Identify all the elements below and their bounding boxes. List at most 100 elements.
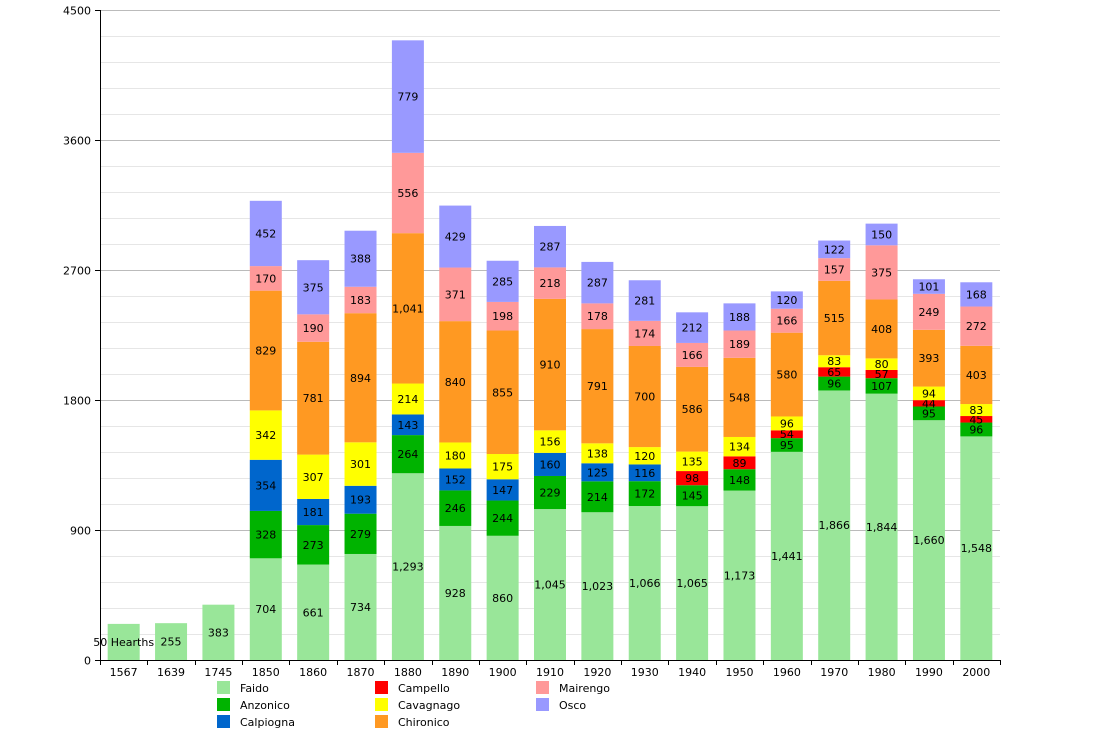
data-label: 44 [922,397,936,410]
x-tick-label: 1950 [725,666,753,679]
bar-segment-anzonico-1850 [249,510,282,559]
legend-swatch [536,681,549,694]
bar-segment-cavagnago-1940 [676,451,709,472]
legend-item-anzonico: Anzonico [217,698,290,712]
bar-stack-1920: 1,023 214 125 138 791 178 287 [581,261,614,660]
data-label: 791 [587,380,608,393]
data-label: 285 [492,275,513,288]
data-label: 403 [966,369,987,382]
x-tick-label: 1910 [536,666,564,679]
bar-segment-anzonico-1900 [486,500,519,536]
data-label: 174 [634,327,655,340]
bar-segment-osco-1990 [912,279,945,294]
x-tick-label: 1920 [583,666,611,679]
data-label: 556 [397,187,418,200]
bar-segment-anzonico-1910 [534,475,566,510]
data-label: 354 [255,479,276,492]
y-tick-label: 900 [70,525,91,538]
legend-item-campello: Campello [375,681,450,695]
data-label: 246 [445,502,466,515]
data-label: 193 [350,494,371,507]
bar-segment-chironico-1900 [486,330,519,455]
data-label: 1,441 [771,550,803,563]
data-label: 157 [824,263,845,276]
bar-segment-anzonico-1930 [628,481,661,507]
bar-segment-chironico-1970 [818,280,851,356]
data-label: 249 [918,306,939,319]
data-label: 287 [540,241,561,254]
data-label: 96 [827,378,841,391]
legend-label: Chironico [398,716,450,729]
bar-stack-1567: 50 Hearths [93,623,154,660]
legend-swatch [217,698,230,711]
y-tick-label: 2700 [63,265,91,278]
bar-segment-faido-1910 [534,509,566,660]
bar-segment-faido-1950 [723,490,756,660]
bar-segment-chironico-1950 [723,357,756,437]
data-label: 229 [540,487,561,500]
bar-segment-cavagnago-2000 [960,404,993,417]
data-label: 150 [871,228,892,241]
bar-segment-chironico-1990 [912,329,945,387]
data-label: 89 [732,457,746,470]
legend-item-cavagnago: Cavagnago [375,698,460,712]
data-label: 586 [682,403,703,416]
bar-segment-mairengo-1930 [628,320,661,346]
bar-segment-cavagnago-1970 [818,355,851,368]
bar-segment-mairengo-1850 [249,266,282,291]
data-label: 135 [682,455,703,468]
data-label: 168 [966,288,987,301]
bar-segment-chironico-1870 [344,313,377,443]
bar-segment-cavagnago-1910 [534,430,566,453]
bar-segment-mairengo-1890 [439,267,472,322]
data-label: 54 [780,428,794,441]
data-label: 178 [587,310,608,323]
legend-item-osco: Osco [536,698,586,712]
data-label: 1,293 [392,561,424,574]
bar-segment-mairengo-1880 [391,152,424,234]
legend-swatch [375,681,388,694]
bar-stack-1930: 1,066 172 116 120 700 174 281 [628,280,661,660]
data-label: 198 [492,310,513,323]
bar-segment-anzonico-1940 [676,485,709,507]
data-label: 45 [969,413,983,426]
data-label: 1,041 [392,302,424,315]
bar-segment-mairengo-1970 [818,258,851,281]
bar-segment-calpiogna-1860 [297,498,330,526]
bar-segment-campello-1950 [723,456,756,470]
bar-segment-chironico-1850 [249,290,282,411]
data-label: 855 [492,386,513,399]
data-label: 375 [303,281,324,294]
x-tick-label: 1990 [915,666,943,679]
data-label: 166 [682,349,703,362]
data-label: 138 [587,447,608,460]
data-label: 894 [350,372,371,385]
data-label: 307 [303,471,324,484]
legend-label: Campello [398,682,450,695]
data-label: 840 [445,376,466,389]
data-label: 181 [303,506,324,519]
data-label: 50 Hearths [93,636,154,649]
bar-segment-calpiogna-1910 [534,452,566,476]
legend-item-faido: Faido [217,681,269,695]
bar-segment-faido-1990 [912,420,945,660]
bar-segment-cavagnago-1860 [297,454,330,499]
bar-segment-faido-2000 [960,436,993,660]
x-tick-label: 1870 [347,666,375,679]
bar-segment-anzonico-1970 [818,376,851,391]
data-label: 704 [255,603,276,616]
bar-segment-anzonico-1880 [391,435,424,474]
data-label: 388 [350,253,371,266]
data-label: 218 [540,277,561,290]
data-label: 152 [445,473,466,486]
data-label: 1,866 [818,519,850,532]
data-label: 170 [255,272,276,285]
y-tick-label: 3600 [63,135,91,148]
bars: 50 Hearths 255 383 704 328 354 342 829 170 452 661… [93,40,993,660]
data-label: 1,045 [534,579,566,592]
bar-segment-calpiogna-1870 [344,485,377,514]
bar-segment-faido-1880 [391,473,424,660]
